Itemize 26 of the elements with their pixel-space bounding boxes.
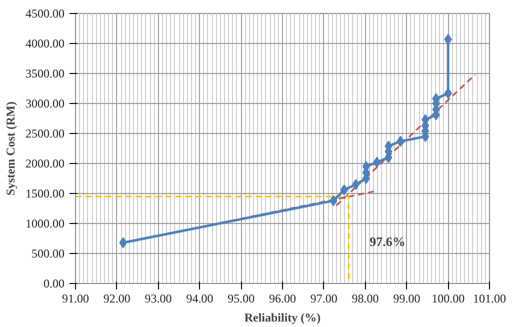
y-tick-label: 4500.00 (26, 6, 64, 20)
y-tick-label: 3500.00 (26, 66, 64, 80)
y-tick-label: 1500.00 (26, 186, 64, 200)
x-tick-label: 101.00 (473, 292, 506, 306)
point (340, 184, 348, 196)
x-axis-title: Reliability (%) (244, 310, 321, 324)
annotation: 97.6% (370, 234, 406, 249)
y-tick-label: 500.00 (32, 246, 64, 260)
y-tick-label: 2500.00 (26, 126, 64, 140)
x-tick-label: 96.00 (269, 292, 296, 306)
x-tick-label: 99.00 (393, 292, 420, 306)
y-tick-label: 3000.00 (26, 96, 64, 110)
x-tick-label: 98.00 (352, 292, 379, 306)
y-tick-label: 0.00 (44, 276, 64, 290)
x-tick-label: 92.00 (103, 292, 130, 306)
x-tick-label: 95.00 (228, 292, 255, 306)
y-axis-title: System Cost (RM) (4, 102, 18, 196)
y-tick-label: 2000.00 (26, 156, 64, 170)
x-tick-label: 93.00 (144, 292, 172, 306)
x-tick-label: 100.00 (432, 292, 465, 306)
y-tick-label: 4000.00 (26, 36, 64, 50)
x-tick-label: 91.00 (62, 292, 89, 306)
y-tick-label: 1000.00 (26, 216, 64, 230)
point (352, 179, 360, 190)
x-tick-label: 94.00 (186, 292, 214, 306)
x-tick-label: 97.00 (310, 292, 338, 306)
